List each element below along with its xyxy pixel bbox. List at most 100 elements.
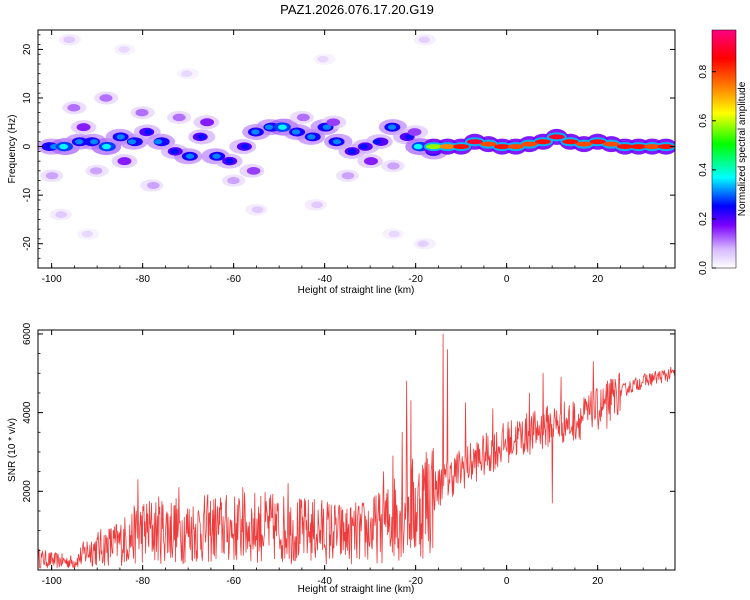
spectrogram-ridge-point [603, 141, 620, 147]
spectrogram-blob [417, 240, 429, 248]
spectrogram-panel: -100 -80 -60 -40 -20 0 20 20 10 0 -10 -20 Height of… [7, 29, 676, 296]
spectrogram-blob [251, 206, 264, 214]
spectrogram-blob [418, 36, 431, 44]
spectrogram-blob [317, 55, 329, 63]
snr-series-line [38, 333, 675, 569]
spectrogram-blob-core [153, 139, 163, 145]
spectrogram-blob-core [264, 124, 274, 130]
spectrogram-ridge-point [494, 144, 511, 150]
snr-y-tick-label: 4000 [22, 401, 33, 424]
spectrogram-x-tick-label: -20 [408, 274, 423, 285]
snr-x-tick-label: 0 [504, 576, 510, 587]
spectrogram-blob [147, 181, 160, 190]
spectrogram-blob-core [127, 139, 137, 145]
spectrogram-blob-core [74, 139, 84, 145]
spectrogram-ridge-point [644, 144, 661, 150]
spectrogram-ridge-point [657, 144, 674, 150]
spectrogram-blob [388, 230, 400, 238]
spectrogram-blob [387, 162, 400, 170]
spectrogram-blob [55, 211, 67, 218]
spectrogram-blob-core [405, 134, 414, 140]
spectrogram-blob-core [251, 129, 260, 135]
colorbar-tick-label: 0.4 [698, 162, 709, 176]
spectrogram-x-tick-label: -100 [42, 274, 62, 285]
spectrogram-x-tick-label: -40 [317, 274, 332, 285]
colorbar-ticks: 0.0 0.2 0.4 0.6 0.8 [698, 64, 716, 275]
spectrogram-blob [246, 166, 261, 175]
snr-x-tick-label: -80 [135, 576, 150, 587]
snr-y-tick-label: 2000 [22, 480, 33, 503]
spectrogram-blob [63, 36, 76, 44]
spectrogram-blob [341, 172, 355, 180]
spectrogram-y-tick-label: 20 [22, 43, 33, 55]
spectrogram-ridge-point [630, 144, 647, 150]
spectrogram-blob-core [359, 144, 368, 150]
spectrogram-ridge-point [616, 144, 633, 150]
spectrogram-blob-core [185, 153, 195, 159]
snr-axes: -100 -80 -60 -40 -20 0 20 2000 4000 6000 [22, 322, 675, 587]
spectrogram-blob-core [49, 143, 59, 150]
spectrogram-blob [200, 118, 215, 127]
spectrogram-x-tick-label: 20 [592, 274, 604, 285]
colorbar-gradient [711, 29, 737, 269]
spectrogram-x-tick-label: 0 [504, 274, 510, 285]
spectrogram-y-tick-label: -10 [22, 187, 33, 202]
spectrogram-y-tick-label: 10 [22, 92, 33, 104]
spectrogram-blob-core [291, 129, 301, 135]
snr-x-tick-label: -100 [42, 576, 62, 587]
spectrogram-blob-core [322, 124, 332, 130]
spectrogram-blob-core [372, 139, 381, 145]
spectrogram-blob [67, 103, 81, 112]
spectrogram-blob [407, 128, 422, 136]
spectrogram-blob [311, 201, 323, 209]
colorbar-tick-label: 0.8 [698, 64, 709, 78]
spectrogram-blob-core [170, 148, 179, 154]
spectrogram-ridge-point [535, 139, 552, 145]
snr-x-label: Height of straight line (km) [298, 584, 415, 595]
spectrogram-blob [296, 113, 310, 122]
spectrogram-blob [76, 123, 91, 132]
spectrogram-blob [135, 108, 149, 117]
spectrogram-x-label: Height of straight line (km) [298, 285, 415, 296]
spectrogram-y-label: Frequency (Hz) [7, 115, 18, 184]
spectrogram-ridge-point [507, 144, 524, 150]
snr-x-tick-label: -60 [226, 576, 241, 587]
spectrogram-blob-core [144, 129, 153, 135]
spectrogram-blob-core [413, 143, 423, 150]
spectrogram-blob-core [225, 158, 234, 164]
spectrogram-y-tick-label: -20 [22, 236, 33, 251]
colorbar-tick-label: 0.6 [698, 113, 709, 127]
spectrogram-blob [89, 167, 103, 175]
spectrogram-y-tick-label: 0 [22, 143, 33, 149]
spectrogram-ridge-point [548, 134, 565, 140]
spectrogram-blob [99, 94, 113, 102]
snr-x-tick-label: -40 [317, 576, 332, 587]
spectrogram-blob [118, 46, 130, 53]
spectrogram-heat-layer [38, 33, 675, 250]
spectrogram-blob-core [59, 143, 68, 150]
colorbar-tick-label: 0.2 [698, 212, 709, 226]
spectrogram-blob [45, 172, 59, 180]
spectrogram-blob-core [212, 153, 221, 159]
spectrogram-blob-core [348, 148, 357, 154]
spectrogram-blob-core [332, 139, 342, 145]
spectrogram-blob [81, 230, 93, 238]
spectrogram-axes: -100 -80 -60 -40 -20 0 20 20 10 0 -10 -20 [22, 30, 675, 285]
spectrogram-ridge-point [466, 139, 483, 145]
spectrogram-frame [37, 29, 676, 269]
spectrogram-ridge-point [589, 139, 606, 145]
spectrogram-blob-core [89, 139, 99, 145]
spectrogram-blob-core [197, 134, 206, 140]
spectrogram-blob-core [387, 124, 397, 130]
spectrogram-blob [227, 176, 240, 185]
spectrogram-blob [172, 113, 186, 122]
spectrogram-blob-core [307, 134, 316, 140]
spectrogram-blob-core [102, 143, 111, 150]
spectrogram-blob [363, 157, 378, 166]
snr-panel: -100 -80 -60 -40 -20 0 20 2000 4000 6000 Height o… [7, 322, 676, 595]
colorbar: 0.0 0.2 0.4 0.6 0.8 Normalized spectral ampl… [698, 29, 748, 275]
chart-title: PAZ1.2026.076.17.20.G19 [280, 2, 434, 17]
spectrogram-blob [326, 118, 341, 127]
snr-frame [37, 329, 676, 571]
